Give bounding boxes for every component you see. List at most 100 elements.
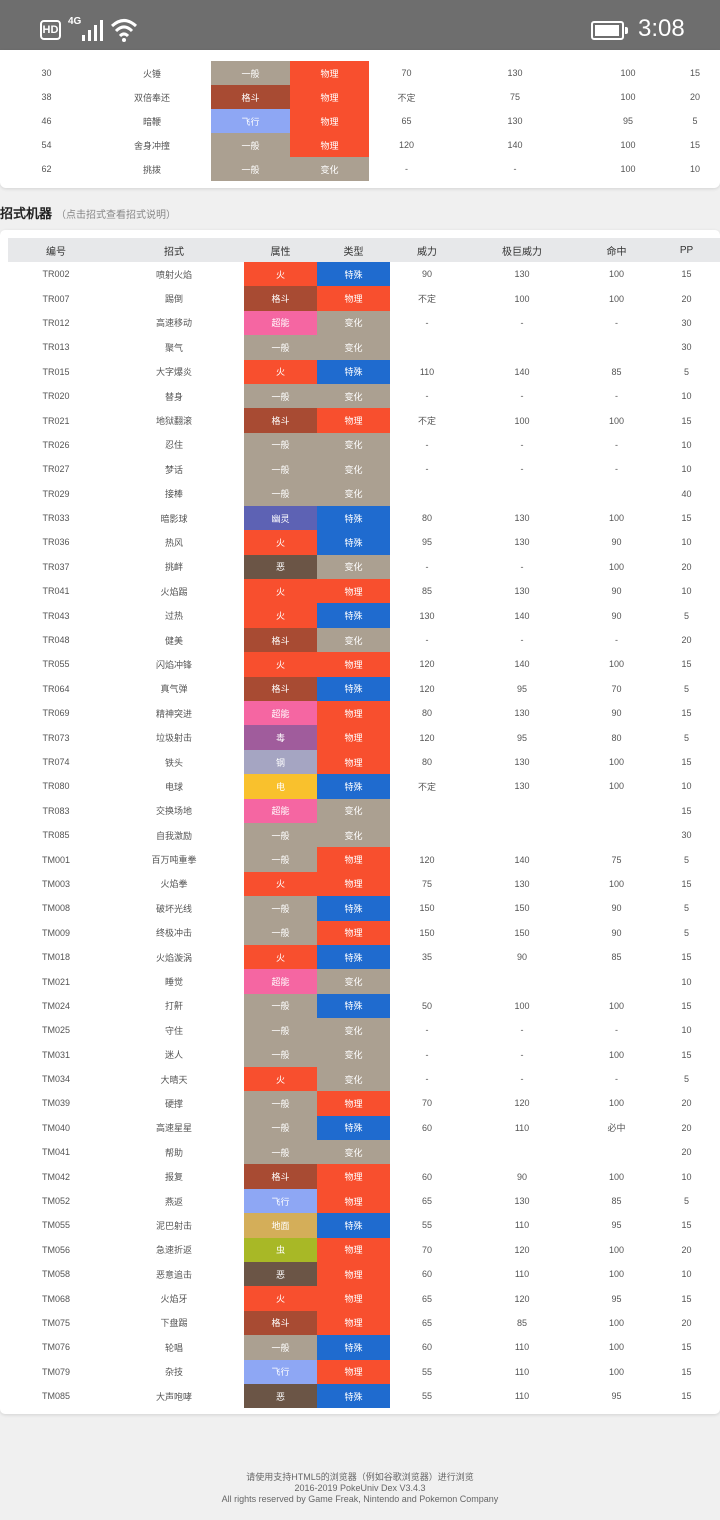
move-category: 物理: [290, 61, 369, 85]
move-name[interactable]: 火锤: [142, 68, 161, 79]
move-name[interactable]: 迷人: [164, 1050, 183, 1061]
move-name[interactable]: 火焰漩涡: [155, 952, 192, 963]
move-name[interactable]: 高速星星: [155, 1123, 192, 1134]
move-name[interactable]: 大晴天: [160, 1074, 188, 1085]
move-name[interactable]: 闪焰冲锋: [155, 659, 192, 670]
move-name[interactable]: 双倍奉还: [133, 92, 170, 103]
move-power: -: [425, 464, 429, 475]
move-name[interactable]: 大字爆炎: [155, 367, 192, 378]
move-category: 变化: [317, 1018, 390, 1043]
move-power: 120: [419, 732, 435, 743]
move-name[interactable]: 杂技: [164, 1367, 183, 1378]
move-name[interactable]: 健美: [164, 635, 183, 646]
tm-move-row: TM008 破坏光线 一般 特殊 150 150 90 5: [8, 896, 720, 921]
move-number: TR074: [42, 757, 70, 767]
move-type: 一般: [244, 1335, 317, 1360]
move-accuracy: -: [615, 1074, 618, 1085]
move-type: 格斗: [244, 1310, 317, 1336]
move-name[interactable]: 挑拨: [142, 164, 161, 175]
tm-move-row: TR083 交换场地 超能 变化 15: [8, 798, 720, 823]
level-move-row: 38 双倍奉还 格斗 物理 不定 75 100 20: [0, 85, 720, 109]
move-name[interactable]: 自我激励: [155, 830, 192, 841]
move-max-power: [464, 1140, 580, 1164]
move-name[interactable]: 轮唱: [164, 1342, 183, 1353]
move-number: TM018: [41, 952, 70, 963]
tm-section-subtitle: （点击招式查看招式说明）: [56, 210, 177, 221]
move-pp: 40: [681, 488, 692, 499]
move-name[interactable]: 守住: [164, 1025, 183, 1036]
footer-copyright: All rights reserved by Game Freak, Ninte…: [221, 1494, 499, 1504]
tm-move-row: TR041 火焰踢 火物理 85 130 90 10: [8, 579, 720, 604]
move-name[interactable]: 下盘踢: [160, 1318, 188, 1329]
move-power: [390, 823, 464, 847]
move-name[interactable]: 暗鞭: [142, 116, 161, 127]
move-power: 70: [401, 68, 412, 78]
move-name[interactable]: 高速移动: [155, 318, 192, 329]
move-max-power: 110: [514, 1269, 530, 1280]
tm-section-title: 招式机器: [0, 206, 53, 221]
move-name[interactable]: 梦话: [164, 464, 183, 475]
move-name[interactable]: 泥巴射击: [155, 1220, 192, 1231]
move-name[interactable]: 交换场地: [155, 806, 192, 817]
move-number: 30: [41, 68, 52, 78]
move-max-power: 140: [514, 659, 530, 670]
move-power: 55: [421, 1220, 432, 1231]
move-max-power: 100: [514, 415, 530, 426]
move-name[interactable]: 舍身冲撞: [133, 140, 170, 151]
move-name[interactable]: 破坏光线: [155, 903, 192, 914]
move-name[interactable]: 忍住: [164, 440, 183, 451]
move-name[interactable]: 垃圾射击: [155, 733, 192, 744]
move-accuracy: 必中: [607, 1123, 626, 1134]
move-name[interactable]: 急速折返: [155, 1245, 192, 1256]
move-name[interactable]: 替身: [164, 391, 183, 402]
move-name[interactable]: 恶意追击: [155, 1269, 192, 1280]
move-name[interactable]: 挑衅: [164, 562, 183, 573]
move-name[interactable]: 过热: [164, 611, 183, 622]
move-number: TR029: [42, 488, 70, 499]
move-name[interactable]: 铁头: [164, 757, 183, 768]
move-name[interactable]: 帮助: [164, 1147, 183, 1158]
move-name[interactable]: 地狱翻滚: [155, 416, 192, 427]
move-number: TR043: [42, 610, 70, 621]
move-number: TR013: [42, 342, 70, 353]
move-number: TM058: [41, 1269, 70, 1280]
move-name[interactable]: 火焰踢: [160, 586, 188, 597]
move-name[interactable]: 硬撑: [164, 1098, 183, 1109]
move-number: TR064: [42, 683, 70, 694]
tm-move-row: TM024 打鼾 一般 特殊 50 100 100 15: [8, 993, 720, 1019]
move-name[interactable]: 暗影球: [160, 513, 188, 524]
move-type: 火: [244, 359, 317, 384]
move-number: TR027: [42, 464, 70, 475]
move-name[interactable]: 电球: [164, 781, 183, 792]
move-max-power: 110: [514, 1122, 530, 1133]
move-number: TR033: [42, 513, 70, 524]
move-accuracy: [580, 335, 653, 359]
move-name[interactable]: 踢倒: [164, 294, 183, 305]
move-category: 物理: [317, 579, 390, 604]
move-name[interactable]: 精神突进: [155, 708, 192, 719]
move-name[interactable]: 热风: [164, 537, 183, 548]
header-move-category: 类型: [317, 238, 390, 262]
move-name[interactable]: 聚气: [164, 342, 183, 353]
move-name[interactable]: 终极冲击: [155, 928, 192, 939]
move-power: 不定: [417, 294, 436, 305]
move-name[interactable]: 接棒: [164, 489, 183, 500]
move-name[interactable]: 喷射火焰: [155, 269, 192, 280]
move-name[interactable]: 燕返: [164, 1196, 183, 1207]
move-name[interactable]: 大声咆哮: [155, 1391, 192, 1402]
move-name[interactable]: 火焰拳: [160, 879, 188, 890]
move-number: TR069: [42, 708, 70, 719]
move-name[interactable]: 百万吨重拳: [151, 855, 197, 866]
tm-move-row: TR064 真气弹 格斗 特殊 120 95 70 5: [8, 676, 720, 702]
move-name[interactable]: 真气弹: [160, 684, 188, 695]
move-number: TM025: [41, 1025, 70, 1036]
move-type: 火: [244, 871, 317, 897]
move-name[interactable]: 报复: [164, 1172, 183, 1183]
move-accuracy: 75: [611, 854, 622, 865]
move-name[interactable]: 睡觉: [164, 977, 183, 988]
move-type: 一般: [244, 1115, 317, 1141]
move-pp: 20: [681, 561, 692, 572]
move-category: 变化: [317, 554, 390, 580]
move-name[interactable]: 火焰牙: [160, 1294, 188, 1305]
move-name[interactable]: 打鼾: [164, 1001, 183, 1012]
